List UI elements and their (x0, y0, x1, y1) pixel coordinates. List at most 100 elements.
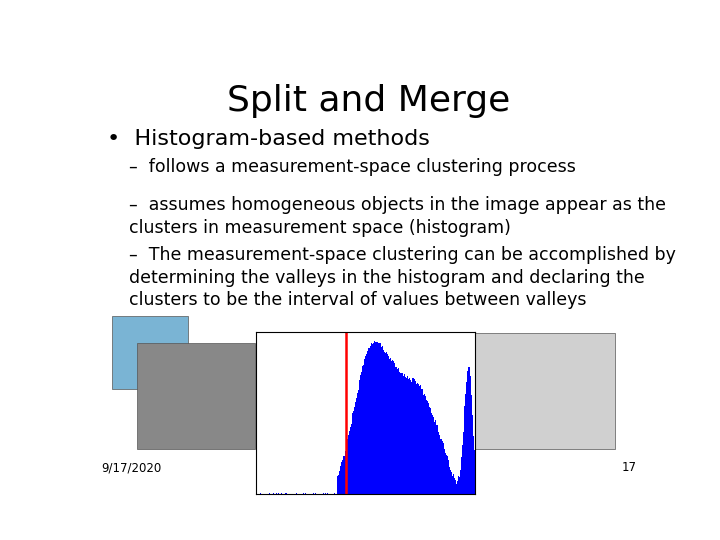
Bar (448, 460, 449, 494)
Bar (340, 469, 341, 494)
Bar (460, 470, 461, 494)
Bar (455, 480, 456, 494)
Bar (424, 394, 425, 494)
Bar (344, 456, 345, 494)
Bar (355, 402, 356, 494)
Bar (462, 445, 463, 494)
Bar (398, 368, 399, 494)
Bar (348, 435, 349, 494)
Bar (393, 361, 394, 494)
Bar (338, 471, 340, 494)
Bar (399, 372, 400, 494)
Bar (356, 398, 357, 494)
Bar (397, 369, 398, 494)
Bar (415, 381, 416, 494)
Bar (404, 374, 405, 494)
Bar (376, 342, 377, 494)
Bar (395, 368, 397, 494)
Bar (406, 377, 407, 494)
Text: –  assumes homogeneous objects in the image appear as the
clusters in measuremen: – assumes homogeneous objects in the ima… (129, 196, 666, 237)
Bar (449, 467, 450, 494)
Bar (392, 361, 393, 494)
Bar (457, 482, 459, 494)
Bar (421, 389, 422, 494)
Bar (403, 376, 404, 494)
Bar (461, 457, 462, 494)
Bar (350, 427, 351, 494)
Bar (367, 351, 368, 494)
Bar (442, 441, 443, 494)
Bar (426, 401, 428, 494)
Bar (380, 343, 381, 494)
Bar (365, 356, 366, 494)
Bar (431, 413, 432, 494)
Bar (422, 389, 423, 494)
Bar (378, 343, 379, 494)
Bar (351, 418, 353, 494)
Bar (459, 477, 460, 494)
Bar (138, 343, 255, 449)
Bar (436, 425, 437, 494)
Bar (418, 384, 419, 494)
Bar (470, 376, 472, 494)
Bar (463, 432, 464, 494)
Bar (446, 455, 447, 494)
Bar (405, 377, 406, 494)
Bar (361, 372, 362, 494)
Bar (362, 366, 363, 494)
Bar (401, 373, 402, 494)
Bar (366, 354, 367, 494)
Bar (390, 358, 391, 494)
Bar (434, 422, 435, 494)
Bar (377, 342, 378, 494)
Bar (358, 389, 359, 494)
Bar (349, 431, 350, 494)
Text: –  The measurement-space clustering can be accomplished by
determining the valle: – The measurement-space clustering can b… (129, 246, 676, 309)
Bar (408, 379, 409, 494)
Bar (473, 436, 474, 494)
Bar (452, 476, 453, 494)
Bar (433, 417, 434, 494)
Bar (439, 435, 441, 494)
Bar (345, 451, 346, 494)
Bar (429, 407, 430, 494)
Bar (467, 372, 468, 494)
Bar (400, 373, 401, 494)
Bar (391, 361, 392, 494)
Bar (450, 470, 451, 494)
Text: COMP 9517 S2, 2018: COMP 9517 S2, 2018 (307, 461, 431, 474)
Bar (417, 383, 418, 494)
Bar (354, 408, 355, 494)
Bar (387, 354, 388, 494)
Bar (425, 396, 426, 494)
Bar (411, 382, 412, 494)
Bar (357, 393, 358, 494)
Bar (386, 353, 387, 494)
Bar (412, 377, 413, 494)
Bar (346, 443, 347, 494)
Bar (374, 341, 375, 494)
Bar (416, 384, 417, 494)
Bar (472, 333, 615, 449)
Bar (364, 358, 365, 494)
Bar (402, 373, 403, 494)
Bar (474, 469, 476, 494)
Bar (430, 408, 431, 494)
Bar (413, 380, 415, 494)
Text: –  follows a measurement-space clustering process: – follows a measurement-space clustering… (129, 158, 576, 177)
Bar (371, 345, 372, 494)
Bar (443, 443, 444, 494)
Text: 17: 17 (622, 461, 637, 474)
Bar (343, 456, 344, 494)
Bar (409, 378, 410, 494)
Bar (447, 456, 448, 494)
Bar (444, 449, 445, 494)
Bar (428, 403, 429, 494)
Bar (373, 343, 374, 494)
Bar (451, 471, 452, 494)
Bar (420, 389, 421, 494)
Bar (389, 359, 390, 494)
Bar (419, 386, 420, 494)
Bar (368, 348, 369, 494)
Bar (379, 343, 380, 494)
